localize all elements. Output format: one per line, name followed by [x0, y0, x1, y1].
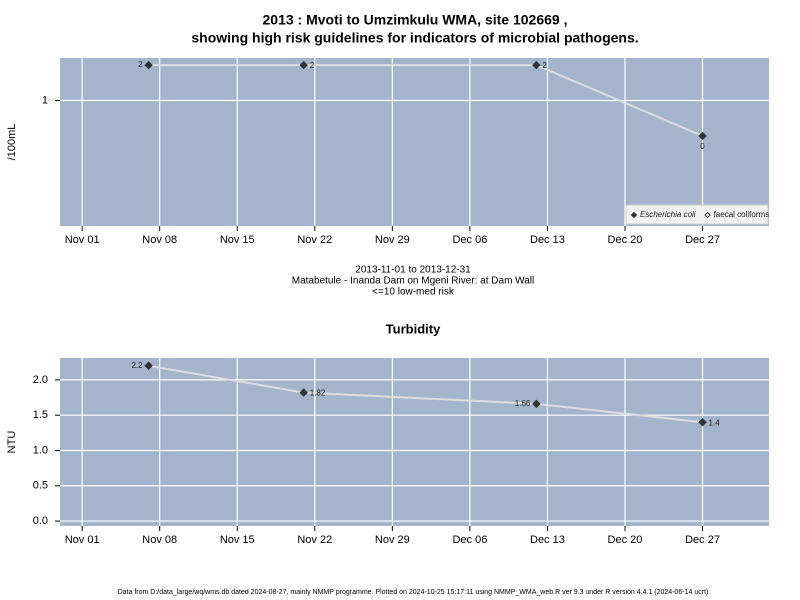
- x-tick-label: Dec 27: [685, 534, 720, 546]
- y-tick-label: 1.5: [33, 409, 48, 421]
- y-tick-label: 0.0: [33, 515, 48, 527]
- plot-background: [60, 58, 769, 226]
- x-tick-label: Nov 22: [297, 234, 332, 246]
- legend-label: Escherichia coli: [640, 210, 696, 219]
- data-point: [532, 60, 541, 70]
- x-tick-label: Dec 27: [685, 234, 720, 246]
- x-tick-label: Nov 15: [220, 234, 255, 246]
- caption-line: 2013-11-01 to 2013-12-31: [355, 265, 471, 276]
- footer: Data from D:/data_large/wq/wms.db dated …: [118, 589, 709, 596]
- data-label: 2: [138, 60, 143, 69]
- y-tick-label: 1.0: [33, 444, 48, 456]
- data-label: 1.82: [310, 389, 326, 398]
- y-tick-label: 2.0: [33, 374, 48, 386]
- caption-line: <=10 low-med risk: [372, 287, 455, 298]
- x-tick-label: Dec 06: [452, 534, 487, 546]
- data-label: 2: [542, 61, 547, 70]
- data-line: [148, 64, 703, 137]
- data-label: 0: [700, 142, 705, 151]
- legend-box: [625, 204, 769, 225]
- data-point: [299, 388, 308, 397]
- title-line: 2013 : Mvoti to Umzimkulu WMA, site 1026…: [263, 12, 568, 28]
- data-line: [148, 364, 703, 424]
- x-tick-label: Nov 01: [65, 234, 100, 246]
- x-tick-label: Nov 01: [65, 534, 100, 546]
- y-axis-label: NTU: [6, 431, 18, 454]
- x-tick-label: Dec 20: [608, 534, 643, 546]
- x-tick-label: Dec 20: [608, 234, 643, 246]
- x-tick-label: Nov 29: [375, 234, 410, 246]
- legend: Escherichia coli faecal coliforms: [625, 204, 770, 225]
- data-point: [532, 399, 541, 409]
- data-point: [144, 361, 153, 370]
- data-label: 2: [310, 61, 315, 70]
- caption-line: Matabetule - Inanda Dam on Mgeni River: …: [292, 276, 535, 287]
- x-tick-label: Nov 29: [375, 534, 410, 546]
- chart-title: Turbidity: [386, 321, 441, 336]
- y-axis-label: /100mL: [6, 124, 18, 161]
- data-point: [299, 60, 308, 70]
- y-tick-label: 0.5: [33, 480, 48, 492]
- y-tick-label: 1: [42, 94, 48, 106]
- title-line: showing high risk guidelines for indicat…: [191, 30, 638, 46]
- data-point: [698, 131, 707, 141]
- x-tick-label: Dec 13: [530, 534, 565, 546]
- data-label: 2.2: [132, 361, 144, 370]
- x-tick-label: Nov 08: [142, 234, 177, 246]
- x-tick-label: Nov 08: [142, 534, 177, 546]
- data-point: [698, 418, 707, 427]
- plot-background: [60, 358, 769, 526]
- data-label: 1.4: [709, 418, 721, 427]
- x-tick-label: Dec 06: [452, 234, 487, 246]
- x-tick-label: Dec 13: [530, 234, 565, 246]
- data-point: [144, 60, 153, 70]
- legend-marker: [704, 211, 711, 219]
- x-tick-label: Nov 15: [220, 534, 255, 546]
- x-tick-label: Nov 22: [297, 534, 332, 546]
- legend-label: faecal coliforms: [714, 210, 770, 219]
- data-label: 1.66: [515, 399, 531, 408]
- legend-marker: [630, 211, 638, 219]
